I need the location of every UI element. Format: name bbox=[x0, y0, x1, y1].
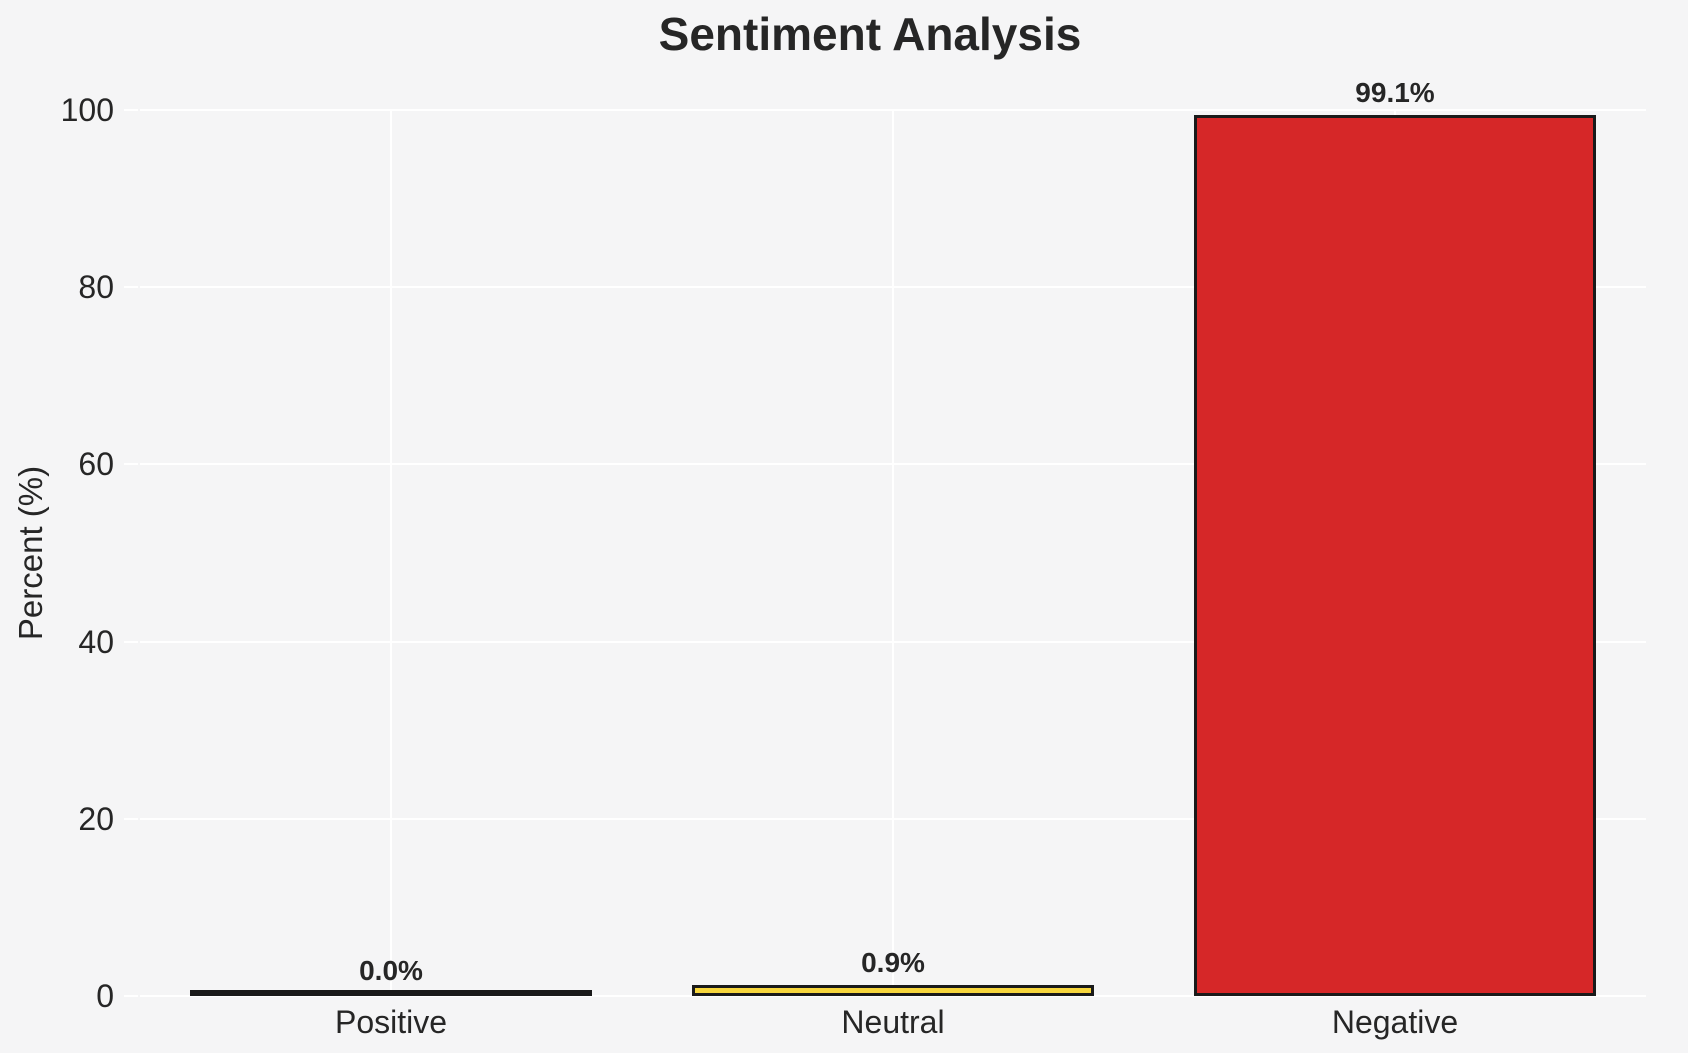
y-tick-mark-20 bbox=[124, 818, 138, 820]
x-gridline-neutral bbox=[892, 110, 894, 996]
bar-neutral bbox=[692, 985, 1094, 996]
x-tick-label-neutral: Neutral bbox=[841, 1004, 945, 1040]
y-gridline-0 bbox=[140, 995, 1646, 997]
y-tick-mark-60 bbox=[124, 463, 138, 465]
y-tick-label-60: 60 bbox=[78, 446, 114, 482]
plot-area: 0.0% 0.9% 99.1% bbox=[140, 79, 1646, 997]
y-tick-mark-40 bbox=[124, 641, 138, 643]
x-tick-label-negative: Negative bbox=[1331, 1004, 1459, 1040]
y-tick-label-0: 0 bbox=[96, 978, 114, 1014]
y-tick-mark-100 bbox=[124, 109, 138, 111]
y-tick-label-80: 80 bbox=[78, 269, 114, 305]
value-label-negative: 99.1% bbox=[1355, 77, 1435, 108]
bar-negative bbox=[1194, 115, 1596, 996]
y-tick-label-100: 100 bbox=[60, 92, 114, 128]
x-tick-label-positive: Positive bbox=[334, 1004, 448, 1040]
bar-positive bbox=[190, 990, 592, 996]
y-tick-mark-0 bbox=[124, 995, 138, 997]
x-gridline-positive bbox=[390, 110, 392, 996]
value-label-positive: 0.0% bbox=[359, 955, 423, 986]
y-tick-label-20: 20 bbox=[78, 801, 114, 837]
y-axis-label: Percent (%) bbox=[12, 465, 49, 641]
y-tick-label-40: 40 bbox=[78, 624, 114, 660]
value-label-neutral: 0.9% bbox=[861, 947, 925, 978]
y-tick-mark-80 bbox=[124, 286, 138, 288]
chart-title: Sentiment Analysis bbox=[658, 8, 1082, 60]
